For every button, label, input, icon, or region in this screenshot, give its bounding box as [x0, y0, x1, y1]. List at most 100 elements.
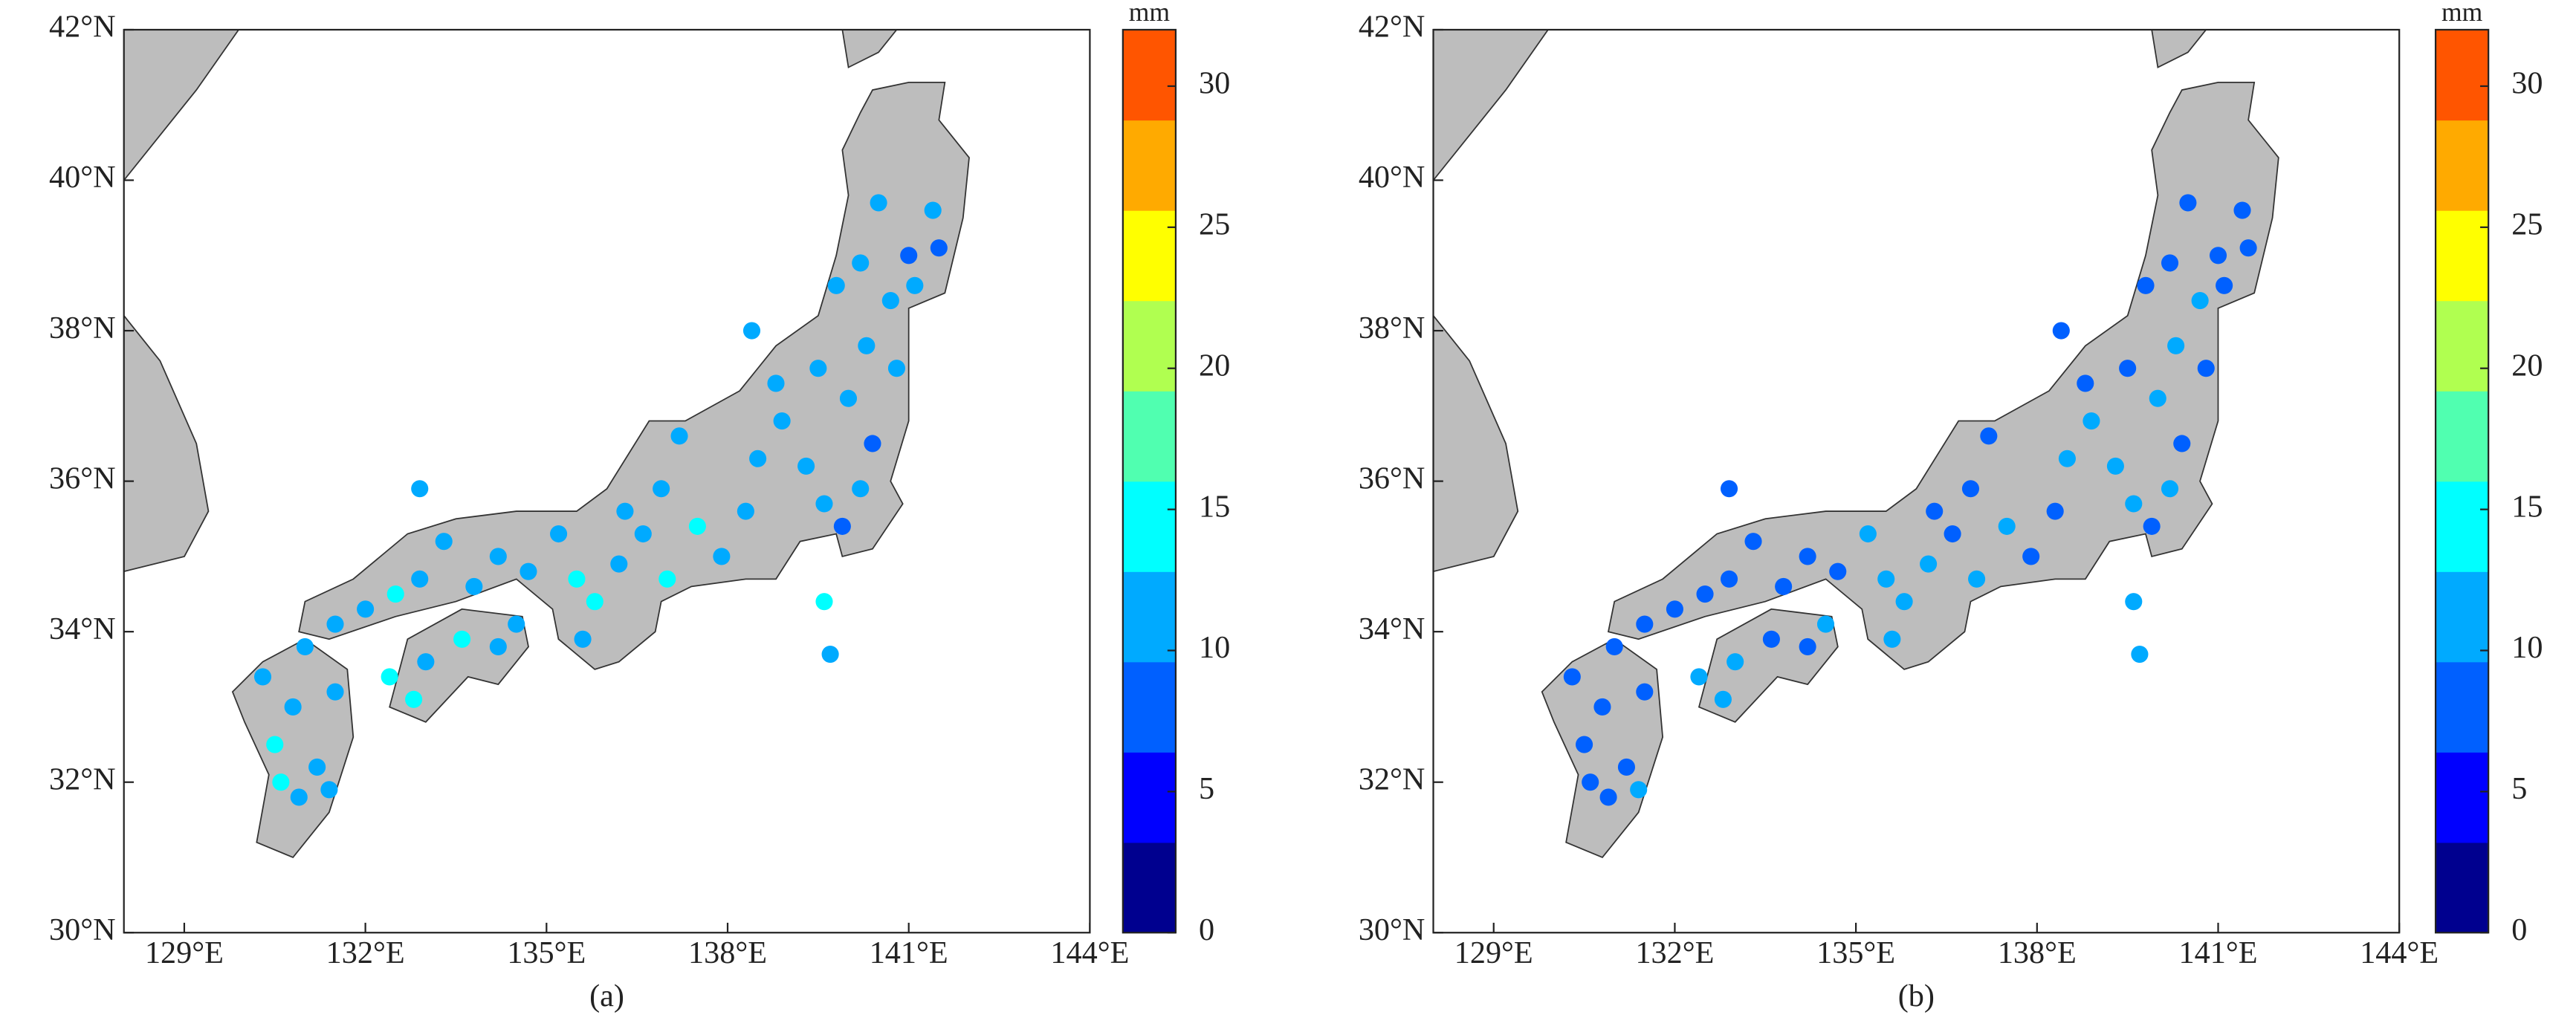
station-point — [417, 653, 435, 671]
x-tick-label: 144°E — [2360, 935, 2439, 970]
station-point — [881, 292, 899, 310]
station-point — [773, 412, 791, 430]
station-point — [1920, 555, 1938, 573]
station-point — [1720, 570, 1738, 588]
station-point — [900, 247, 918, 265]
station-point — [906, 276, 924, 294]
station-point — [586, 593, 603, 611]
station-point — [2149, 389, 2166, 407]
y-tick-label: 34°N — [1359, 611, 1425, 646]
colorbar-tick-label: 15 — [2511, 489, 2543, 524]
station-point — [1883, 630, 1901, 648]
station-point — [1563, 668, 1581, 686]
station-point — [797, 457, 815, 475]
station-point — [1605, 637, 1623, 655]
y-tick-label: 40°N — [1359, 160, 1425, 195]
landmass — [841, 29, 898, 68]
landmass — [389, 608, 529, 723]
station-point — [1762, 630, 1780, 648]
station-point — [2161, 254, 2179, 272]
station-point — [2125, 593, 2143, 611]
station-point — [2052, 322, 2070, 340]
station-point — [713, 548, 731, 565]
station-point — [320, 781, 338, 799]
station-point — [2058, 450, 2076, 467]
station-point — [742, 322, 761, 340]
station-point — [1576, 736, 1593, 753]
station-point — [1744, 533, 1762, 551]
colorbar-band — [2436, 661, 2489, 753]
colorbar-band — [2436, 752, 2489, 843]
colorbar-band — [2436, 29, 2489, 121]
station-point — [2161, 480, 2179, 498]
station-point — [2119, 360, 2137, 377]
colorbar-band — [1122, 210, 1176, 302]
colorbar-band — [2436, 571, 2489, 663]
station-point — [2143, 517, 2161, 535]
station-point — [2077, 374, 2094, 392]
station-point — [1829, 562, 1847, 580]
colorbar-tick-label: 30 — [2511, 66, 2543, 101]
station-point — [2137, 276, 2155, 294]
colorbar-unit: mm — [1129, 0, 1171, 27]
map-panel: 129°E 132°E 135°E 138°E 141°E 144°E 30°N 32°N 34… — [1359, 0, 2543, 1013]
colorbar-tick-label: 20 — [2511, 348, 2543, 383]
colorbar-band — [1122, 391, 1176, 482]
x-tick-label: 129°E — [145, 935, 224, 970]
colorbar-band — [1122, 300, 1176, 392]
station-point — [864, 435, 881, 452]
station-point — [1636, 683, 1654, 701]
station-point — [253, 668, 272, 686]
landmass — [1433, 29, 1549, 181]
colorbar-band — [1122, 120, 1176, 211]
colorbar-frame — [1122, 28, 1177, 934]
station-point — [2216, 276, 2233, 294]
station-point — [266, 736, 284, 753]
colorbar-tick-label: 15 — [1199, 489, 1230, 524]
colorbar-tick-label: 5 — [1199, 771, 1214, 806]
panel-label: (b) — [1898, 979, 1935, 1013]
station-point — [2191, 292, 2209, 310]
y-tick-label: 42°N — [1359, 10, 1425, 45]
station-point — [2233, 201, 2251, 219]
y-tick-label: 30°N — [1359, 912, 1425, 947]
station-point — [386, 585, 404, 603]
landmass — [1433, 314, 1519, 573]
y-tick-label: 36°N — [49, 461, 116, 496]
station-point — [827, 276, 845, 294]
y-tick-label: 42°N — [49, 10, 116, 45]
colorbar-band — [2436, 300, 2489, 392]
landmass — [123, 29, 240, 181]
station-point — [1720, 480, 1738, 498]
colorbar-band — [1122, 661, 1176, 753]
station-point — [2125, 495, 2143, 513]
landmass — [1607, 81, 2279, 670]
station-point — [1714, 690, 1732, 708]
station-point — [308, 758, 326, 776]
y-tick-label: 40°N — [49, 160, 116, 195]
station-point — [839, 389, 858, 407]
station-point — [2197, 360, 2215, 377]
station-point — [670, 427, 688, 445]
station-point — [2083, 412, 2100, 430]
station-point — [658, 570, 676, 588]
panel-label: (a) — [589, 979, 624, 1013]
station-point — [815, 593, 833, 611]
y-tick-label: 36°N — [1359, 461, 1425, 496]
station-point — [737, 502, 754, 520]
colorbar-frame — [2434, 28, 2490, 934]
station-point — [1859, 525, 1877, 543]
colorbar-band — [2436, 842, 2489, 933]
station-point — [1690, 668, 1708, 686]
station-point — [1968, 570, 1986, 588]
station-point — [852, 480, 870, 498]
station-point — [357, 600, 375, 618]
x-tick-label: 135°E — [507, 935, 586, 970]
station-point — [520, 562, 537, 580]
station-point — [1961, 480, 1980, 498]
colorbar-band — [2436, 120, 2489, 211]
station-point — [887, 360, 906, 377]
x-tick-label: 141°E — [870, 935, 948, 970]
landmass — [2151, 29, 2207, 68]
